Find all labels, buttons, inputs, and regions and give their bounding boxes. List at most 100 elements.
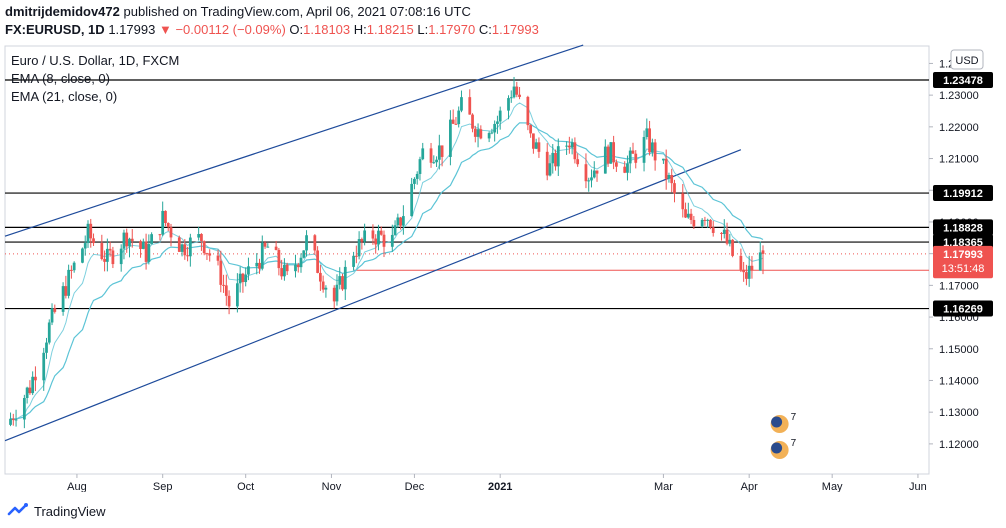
candle-body	[662, 158, 665, 161]
currency-label[interactable]: USD	[955, 55, 978, 67]
candle-body	[42, 352, 46, 381]
candle-body	[61, 286, 65, 312]
candle-body	[534, 142, 538, 149]
candle-body	[390, 234, 394, 247]
tradingview-brand[interactable]: TradingView	[34, 503, 106, 519]
candle-body	[382, 234, 386, 247]
time-axis: Aug Sep Oct Nov Dec 2021 Mar Apr May Jun	[67, 474, 927, 492]
candle-body	[703, 219, 707, 221]
candle-body	[200, 234, 203, 242]
y-tick-label: 1.12000	[939, 439, 979, 451]
candle-body	[53, 308, 57, 312]
x-tick-label: Aug	[67, 481, 87, 492]
candle-body	[296, 264, 300, 268]
candle-body	[415, 173, 419, 179]
candle-body	[747, 265, 751, 279]
candle-body	[393, 225, 397, 235]
candle-body	[92, 238, 95, 244]
currency-button[interactable]: USD	[950, 49, 984, 70]
low-label: L:	[417, 22, 429, 37]
candle-body	[460, 97, 463, 111]
candle-body	[545, 151, 549, 176]
candle-body	[722, 229, 726, 234]
candle-body	[238, 273, 242, 284]
candle-body	[9, 418, 12, 425]
candle-body	[623, 166, 627, 173]
y-tick-label: 1.22000	[939, 122, 979, 134]
candle-body	[631, 150, 635, 154]
x-tick-label: May	[822, 481, 843, 492]
plot-area[interactable]	[4, 45, 930, 475]
candle-body	[335, 284, 339, 302]
candle-body	[313, 235, 317, 251]
candle-body	[202, 241, 206, 254]
candle-body	[437, 145, 441, 160]
candle-body	[606, 146, 610, 164]
close-value: 1.17993	[491, 22, 539, 37]
x-tick-label: 2021	[488, 481, 512, 492]
candle-body	[711, 227, 715, 233]
horizontal-levels	[5, 79, 929, 310]
candle-body	[634, 153, 638, 163]
candle-body	[576, 159, 580, 165]
candle-body	[141, 241, 145, 249]
candle-body	[150, 234, 154, 245]
candle-body	[166, 223, 170, 228]
candle-body	[280, 268, 284, 277]
candle-body	[745, 272, 748, 279]
candle-body	[343, 266, 347, 290]
low-value: 1.17970	[428, 22, 476, 37]
candle-body	[570, 142, 574, 148]
candle-body	[429, 148, 433, 163]
candle-body	[548, 163, 552, 176]
candle-body	[274, 246, 278, 250]
candle-body	[706, 219, 710, 221]
candle-body	[83, 243, 87, 249]
candle-body	[169, 227, 173, 238]
candle-body	[761, 250, 765, 254]
candle-body	[318, 272, 322, 282]
candle-body	[653, 142, 657, 161]
candle-body	[158, 234, 162, 236]
level-tag-4: 1.16269	[943, 304, 983, 316]
candle-body	[401, 216, 405, 226]
candle-body	[139, 241, 142, 249]
author-name[interactable]: dmitrijdemidov472	[5, 4, 120, 19]
candle-body	[263, 242, 267, 247]
candle-body	[440, 145, 444, 157]
candle-body	[587, 180, 591, 182]
candle-body	[67, 269, 71, 296]
candle-body	[626, 163, 629, 173]
candle-body	[86, 223, 90, 244]
candle-body	[72, 262, 76, 271]
candle-body	[379, 230, 383, 235]
level-tag-4-bg	[933, 300, 993, 317]
candle-body	[750, 265, 754, 271]
candle-body	[285, 264, 289, 272]
level-tag-2: 1.18828	[943, 222, 983, 234]
flag-canton	[771, 442, 783, 454]
candle-body	[31, 376, 35, 394]
candle-body	[357, 239, 361, 257]
candle-body	[374, 238, 378, 245]
economic-events: 77	[770, 412, 797, 459]
tradingview-logo-icon[interactable]	[5, 501, 31, 521]
candle-body	[554, 152, 557, 167]
price-chart[interactable]: 77 1.120001.130001.140001.150001.160001.…	[0, 40, 1006, 492]
y-tick-label: 1.13000	[939, 407, 979, 419]
x-tick-label: Dec	[405, 481, 425, 492]
countdown-tag: 13:51:48	[942, 263, 985, 275]
candle-body	[526, 96, 530, 126]
candle-body	[219, 260, 223, 285]
candle-body	[532, 133, 535, 149]
x-tick-label: Oct	[237, 481, 254, 492]
candle-body	[592, 170, 596, 178]
candle-body	[247, 266, 250, 275]
candle-body	[332, 287, 336, 302]
candle-body	[421, 148, 425, 160]
symbol-label: FX:EURUSD, 1D	[5, 22, 105, 37]
candle-body	[512, 86, 516, 98]
candle-body	[529, 125, 533, 134]
candle-body	[551, 152, 555, 164]
candle-body	[186, 255, 189, 257]
